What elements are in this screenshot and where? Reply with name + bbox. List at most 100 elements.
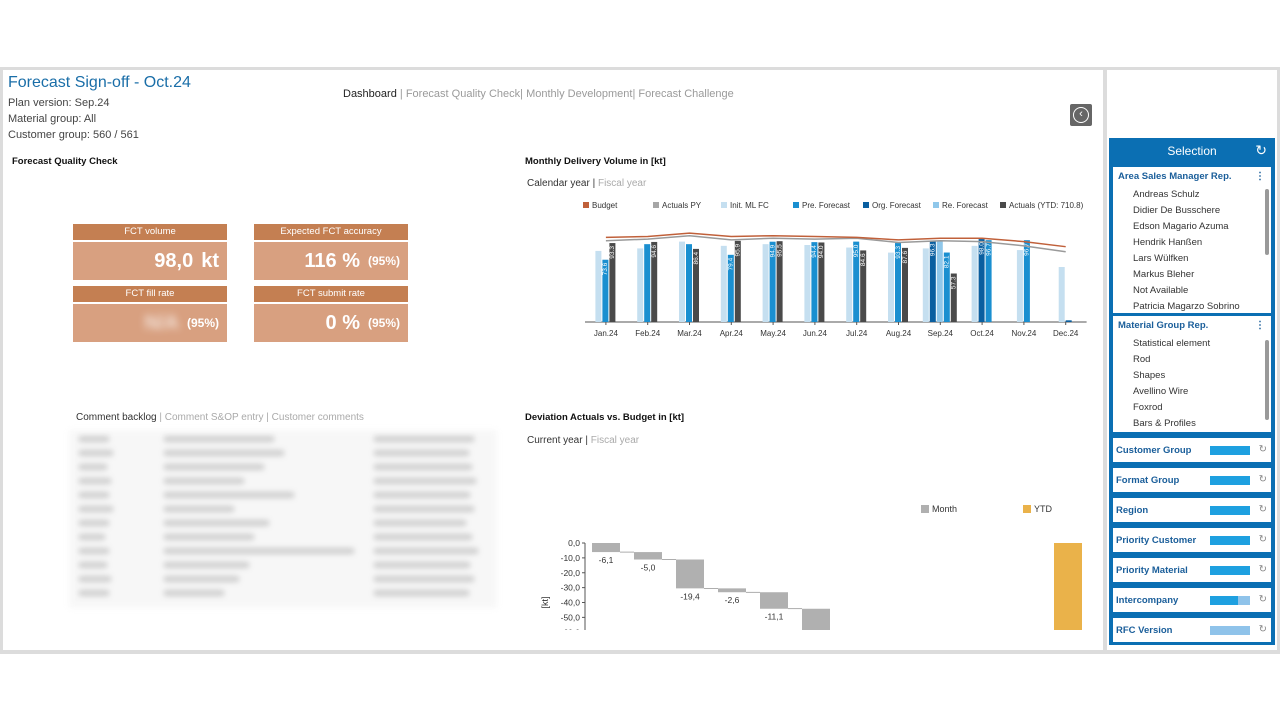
list-item[interactable]: Lars Wülfken [1133,253,1189,264]
reset-icon[interactable]: ↻ [1258,474,1267,485]
filter-region[interactable]: Region ↻ [1109,495,1275,525]
toggle-current-year[interactable]: Current year [527,435,583,446]
kpi-target: (95%) [186,316,219,330]
y-tick-label: -40,0 [561,598,581,608]
main-nav: Dashboard | Forecast Quality Check| Mont… [343,88,734,100]
bar [609,243,616,322]
list-item[interactable]: Patricia Magarzo Sobrino [1133,301,1240,312]
back-button[interactable]: ‹ [1070,104,1092,126]
tab-comment-sop-entry[interactable]: Comment S&OP entry [164,412,264,423]
material-group-info: Material group: All [8,113,97,125]
list-item[interactable]: Edson Magario Azuma [1133,221,1229,232]
list-item[interactable]: Didier De Busschere [1133,205,1221,216]
reset-icon[interactable]: ↻ [1258,534,1267,545]
value-label: -6,1 [599,555,614,565]
list-item[interactable]: Rod [1133,354,1151,365]
filter-selection-bar[interactable] [1210,536,1250,545]
filter-selection-bar[interactable] [1210,446,1250,455]
filter-selection-bar[interactable] [1210,476,1250,485]
bar [936,240,943,322]
more-options-icon[interactable]: ⋮ [1255,171,1265,182]
list-item[interactable]: Not Available [1133,285,1189,296]
toggle-fiscal-year[interactable]: Fiscal year [590,435,640,446]
list-item[interactable]: Andreas Schulz [1133,189,1200,200]
tab-monthly-development[interactable]: Monthly Development [526,88,633,100]
bar [637,248,644,322]
deviation-title: Deviation Actuals vs. Budget in [kt] [525,412,685,423]
x-tick-label: Oct.24 [970,329,994,338]
tab-dashboard[interactable]: Dashboard [343,88,397,100]
bar [902,247,908,322]
toggle-calendar-year[interactable]: Calendar year [527,178,590,189]
bar-label: 93.3 [609,246,616,259]
filter-format-group[interactable]: Format Group ↻ [1109,465,1275,495]
filter-priority-material[interactable]: Priority Material ↻ [1109,555,1275,585]
deviation-year-toggle: Current year | Fiscal year [527,435,639,446]
bar [769,241,776,322]
reset-icon[interactable]: ↻ [1258,594,1267,605]
legend-swatch [921,505,929,513]
refresh-icon[interactable]: ↻ [1255,142,1267,158]
filter-label: Customer Group [1116,445,1192,456]
bar [985,240,992,322]
more-options-icon[interactable]: ⋮ [1255,320,1265,331]
list-item[interactable]: Hendrik Hanßen [1133,237,1203,248]
toggle-fiscal-year[interactable]: Fiscal year [597,178,647,189]
kpi-fct-fill-rate[interactable]: FCT fill rate N/A (95%) [73,286,227,342]
mg-scrollbar[interactable] [1265,340,1269,420]
reset-icon[interactable]: ↻ [1258,504,1267,515]
bar [846,247,853,322]
toggle-separator: | [589,178,598,189]
actuals-py-line [605,234,1066,253]
filter-selection-bar[interactable] [1210,596,1250,605]
blurred-rows [79,436,478,596]
legend-swatch [583,202,589,208]
reset-icon[interactable]: ↻ [1258,564,1267,575]
value-label: -5,0 [641,563,656,573]
filter-intercompany[interactable]: Intercompany ↻ [1109,585,1275,615]
reset-icon[interactable]: ↻ [1258,444,1267,455]
filter-selection-bar[interactable] [1210,566,1250,575]
mg-filter-title: Material Group Rep. [1118,320,1209,331]
legend-swatch [863,202,869,208]
list-item[interactable]: Statistical element [1133,338,1211,349]
monthly-year-toggle: Calendar year | Fiscal year [527,178,646,189]
filter-selection-bar[interactable] [1210,626,1250,635]
list-item[interactable]: Markus Bleher [1133,269,1195,280]
bar-label: 94.4 [811,245,818,258]
asm-scrollbar[interactable] [1265,189,1269,255]
bar-label: 82.1 [944,255,951,268]
reset-icon[interactable]: ↻ [1258,624,1267,635]
monthly-volume-title: Monthly Delivery Volume in [kt] [525,156,666,167]
bar [762,244,769,322]
filter-label: Format Group [1116,475,1180,486]
bar [943,252,950,322]
tab-customer-comments[interactable]: Customer comments [271,412,364,423]
bar [679,241,685,322]
list-item[interactable]: Bars & Profiles [1133,418,1196,429]
filter-priority-customer[interactable]: Priority Customer ↻ [1109,525,1275,555]
monthly-volume-chart: Budget Actuals PY Init. ML FC Pre. Forecast… [583,201,1087,338]
y-tick-label: -10,0 [561,553,581,563]
tab-forecast-challenge[interactable]: Forecast Challenge [638,88,734,100]
legend-label: Org. Forecast [872,201,922,210]
bar [595,250,602,322]
kpi-fct-volume[interactable]: FCT volume 98,0 kt [73,224,227,280]
list-item[interactable]: Foxrod [1133,402,1163,413]
tab-forecast-quality-check[interactable]: Forecast Quality Check [405,88,521,100]
x-tick-label: Sep.24 [928,329,954,338]
y-tick-label: -50,0 [561,612,581,622]
kpi-expected-accuracy[interactable]: Expected FCT accuracy 116 % (95%) [254,224,408,280]
list-item[interactable]: Shapes [1133,370,1166,381]
filter-selection-bar[interactable] [1210,506,1250,515]
bar [922,248,929,322]
list-item[interactable]: Avellino Wire [1133,386,1189,397]
bar-label: 73.6 [602,262,609,275]
bar-label: 94.9 [769,244,776,257]
legend-label: Budget [592,201,618,210]
mg-list: Statistical element Rod Shapes Avellino Wir… [1113,336,1271,432]
filter-rfc-version[interactable]: RFC Version ↻ [1109,615,1275,645]
kpi-fct-submit-rate[interactable]: FCT submit rate 0 % (95%) [254,286,408,342]
filter-customer-group[interactable]: Customer Group ↻ [1109,435,1275,465]
tab-comment-backlog[interactable]: Comment backlog [76,412,157,423]
